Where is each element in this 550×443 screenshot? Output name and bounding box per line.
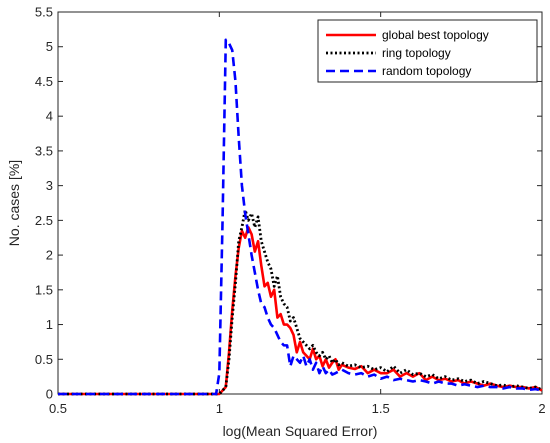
plot-area: 00.511.522.533.544.555.50.5 1 1.5 2 (35, 5, 546, 417)
x-axis-title: log(Mean Squared Error) (223, 423, 378, 439)
y-tick-label: 3.5 (35, 143, 53, 158)
y-tick-label: 5.5 (35, 5, 53, 20)
series-line-3 (58, 38, 543, 396)
x-tick-label: 2 (538, 401, 545, 416)
y-tick-label: 5 (46, 39, 53, 54)
legend: global best topology ring topology random … (317, 19, 538, 83)
legend-label-1: global best topology (382, 28, 489, 42)
plot-frame (57, 11, 543, 395)
legend-label-2: ring topology (382, 46, 451, 60)
y-tick-label: 3 (46, 178, 53, 193)
y-tick-label: 4 (46, 109, 53, 124)
y-tick-label: 2.5 (35, 213, 53, 228)
y-tick-label: 1 (46, 317, 53, 332)
x-tick-label: 0.5 (49, 401, 67, 416)
x-tick-label: 1 (216, 401, 223, 416)
y-tick-label: 1.5 (35, 282, 53, 297)
y-tick-label: 0 (46, 387, 53, 402)
series-line-1 (58, 226, 543, 396)
series-line-2 (58, 208, 543, 396)
y-tick-label: 4.5 (35, 74, 53, 89)
y-axis-title: No. cases [%] (6, 160, 22, 246)
y-tick-label: 0.5 (35, 352, 53, 367)
x-tick-label: 1.5 (372, 401, 390, 416)
y-tick-label: 2 (46, 248, 53, 263)
legend-label-3: random topology (382, 64, 471, 78)
